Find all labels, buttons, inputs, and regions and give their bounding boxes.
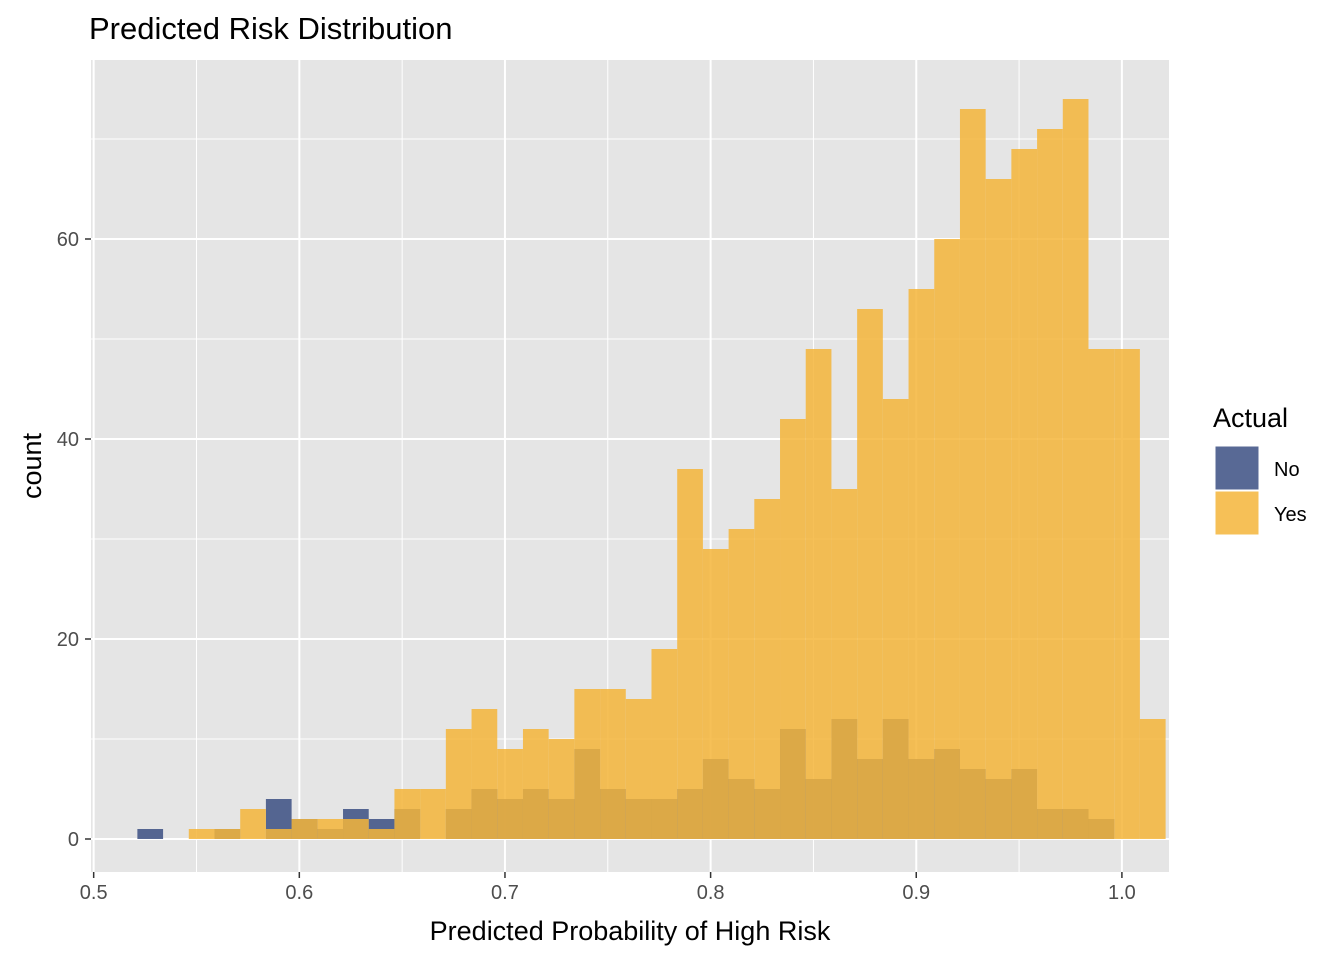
bar-yes xyxy=(188,829,215,839)
bar-yes xyxy=(1037,129,1063,839)
bar-yes xyxy=(343,819,369,839)
bar-yes xyxy=(265,829,292,839)
chart-title: Predicted Risk Distribution xyxy=(89,11,453,46)
y-tick-label: 20 xyxy=(57,629,79,651)
bar-yes xyxy=(445,729,472,839)
bar-yes xyxy=(985,179,1012,839)
bar-yes xyxy=(574,689,601,839)
bar-yes xyxy=(1139,719,1166,839)
bar-yes xyxy=(240,809,266,839)
bar-yes xyxy=(522,729,549,839)
x-tick-label: 0.5 xyxy=(80,882,108,904)
x-axis-title: Predicted Probability of High Risk xyxy=(430,916,831,946)
x-tick-label: 0.6 xyxy=(285,882,313,904)
bar-yes xyxy=(214,829,241,839)
bar-yes xyxy=(368,829,395,839)
bar-yes xyxy=(882,399,909,839)
x-tick-label: 1.0 xyxy=(1108,882,1136,904)
y-axis: 0 20 40 60 xyxy=(57,229,91,851)
bar-yes xyxy=(805,349,832,839)
bar-yes xyxy=(934,239,960,839)
legend-label-no: No xyxy=(1274,459,1300,481)
x-tick-label: 0.9 xyxy=(902,882,930,904)
y-axis-title: count xyxy=(17,432,47,499)
bar-yes xyxy=(728,529,755,839)
bars-yes-series xyxy=(188,99,1166,839)
bar-yes xyxy=(497,749,523,839)
x-axis: 0.5 0.6 0.7 0.8 0.9 1.0 xyxy=(80,872,1136,904)
y-tick-label: 0 xyxy=(68,829,79,851)
bar-yes xyxy=(1088,349,1115,839)
bar-yes xyxy=(702,549,729,839)
legend-key-no xyxy=(1214,445,1260,491)
bar-yes xyxy=(651,649,678,839)
bar-yes xyxy=(1114,349,1140,839)
bar-yes xyxy=(831,489,858,839)
bar-yes xyxy=(420,789,446,839)
x-tick-label: 0.8 xyxy=(697,882,725,904)
legend-label-yes: Yes xyxy=(1274,504,1307,526)
bar-yes xyxy=(394,789,421,839)
bar-yes xyxy=(1062,99,1089,839)
legend-title: Actual xyxy=(1213,403,1288,433)
bar-yes xyxy=(857,309,883,839)
legend-key-yes xyxy=(1214,490,1260,536)
bar-yes xyxy=(317,819,344,839)
bar-yes xyxy=(625,699,652,839)
bar-yes xyxy=(754,499,781,839)
bar-yes xyxy=(1011,149,1038,839)
bar-yes xyxy=(908,289,935,839)
bar-yes xyxy=(548,739,575,839)
bar-yes xyxy=(780,419,806,839)
bar-yes xyxy=(677,469,703,839)
bar-yes xyxy=(471,709,498,839)
bar-yes xyxy=(291,819,318,839)
y-tick-label: 60 xyxy=(57,229,79,251)
legend: Actual No Yes xyxy=(1213,403,1307,536)
bar-no xyxy=(137,829,164,839)
y-tick-label: 40 xyxy=(57,429,79,451)
bar-yes xyxy=(600,689,626,839)
bar-yes xyxy=(959,109,986,839)
x-tick-label: 0.7 xyxy=(491,882,519,904)
